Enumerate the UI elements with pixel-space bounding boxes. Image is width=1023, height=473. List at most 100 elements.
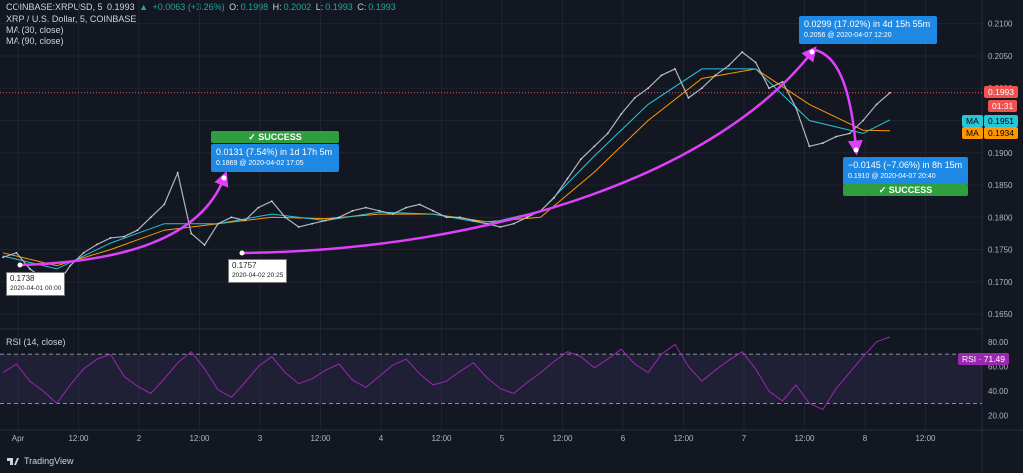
ma90-tag-value: 0.1934 [984, 127, 1018, 139]
price-point [419, 203, 421, 205]
price-series-line[interactable] [3, 52, 890, 285]
anchor-label-1[interactable]: 0.1738 2020-04-01 00:00 [6, 272, 65, 296]
price-tick-label: 0.1850 [988, 181, 1013, 190]
tradingview-logo-icon [6, 456, 20, 466]
price-point [392, 213, 394, 215]
time-tick-label: 12:00 [673, 434, 694, 443]
time-tick-label: Apr [12, 434, 25, 443]
price-point [217, 223, 219, 225]
price-point [701, 87, 703, 89]
anchor-label-2-price: 0.1757 [232, 261, 283, 271]
price-tick-label: 0.1750 [988, 246, 1013, 255]
ma30-line[interactable] [3, 69, 890, 269]
price-point [620, 113, 622, 115]
price-tick-label: 0.1800 [988, 213, 1013, 222]
price-point [365, 207, 367, 209]
price-point [150, 216, 152, 218]
price-point [661, 74, 663, 76]
rsi-tick-label: 20.00 [988, 412, 1009, 421]
price-point [257, 207, 259, 209]
price-point [231, 216, 233, 218]
anchor-point-1[interactable] [18, 263, 23, 268]
target-point-1[interactable] [222, 176, 227, 181]
price-point [889, 92, 891, 94]
anchor-label-2[interactable]: 0.1757 2020-04-02 20:25 [228, 259, 287, 283]
projection-box-3[interactable]: −0.0145 (−7.06%) in 8h 15m 0.1910 @ 2020… [843, 157, 968, 185]
rsi-tick-label: 80.00 [988, 338, 1009, 347]
price-tick-label: 0.1900 [988, 149, 1013, 158]
price-point [607, 132, 609, 134]
rsi-legend[interactable]: RSI (14, close) [6, 337, 66, 347]
price-point [567, 178, 569, 180]
anchor-label-1-date: 2020-04-01 00:00 [10, 284, 61, 294]
time-tick-label: 2 [137, 434, 142, 443]
price-point [123, 236, 125, 238]
time-tick-label: 12:00 [794, 434, 815, 443]
rsi-tick-label: 40.00 [988, 387, 1009, 396]
price-point [714, 74, 716, 76]
price-point [808, 145, 810, 147]
price-point [405, 207, 407, 209]
price-point [674, 68, 676, 70]
projection-box-2[interactable]: 0.0299 (17.02%) in 4d 15h 55m 0.2056 @ 2… [799, 16, 937, 44]
price-point [835, 136, 837, 138]
tradingview-brand[interactable]: TradingView [6, 456, 74, 466]
time-tick-label: 6 [621, 434, 626, 443]
price-point [136, 229, 138, 231]
price-tick-label: 0.1650 [988, 310, 1013, 319]
price-point [16, 252, 18, 254]
price-point [634, 97, 636, 99]
price-point [163, 203, 165, 205]
success-badge-1: ✓ SUCCESS [211, 131, 339, 143]
price-point [96, 243, 98, 245]
price-point [284, 216, 286, 218]
price-point [553, 197, 555, 199]
time-tick-label: 12:00 [431, 434, 452, 443]
projection-box-2-sub: 0.2056 @ 2020-04-07 12:20 [804, 30, 932, 42]
price-point [204, 244, 206, 246]
rsi-band [0, 354, 982, 403]
last-price-tag: 0.1993 [984, 86, 1018, 98]
price-point [446, 216, 448, 218]
price-point [472, 220, 474, 222]
price-point [83, 252, 85, 254]
price-point [862, 120, 864, 122]
price-point [849, 132, 851, 134]
price-point [311, 223, 313, 225]
projection-box-1-main: 0.0131 (7.54%) in 1d 17h 5m [216, 146, 334, 158]
price-point [728, 65, 730, 67]
rsi-value-tag: RSI · 71.49 [958, 353, 1009, 365]
target-point-3[interactable] [854, 148, 859, 153]
price-point [110, 237, 112, 239]
ma90-line[interactable] [3, 69, 890, 266]
anchor-point-2[interactable] [240, 251, 245, 256]
price-point [69, 265, 71, 267]
projection-box-1[interactable]: 0.0131 (7.54%) in 1d 17h 5m 0.1869 @ 202… [211, 144, 339, 172]
price-point [688, 97, 690, 99]
ma30-tag-label: MA [962, 115, 983, 127]
ma90-tag-label: MA [962, 127, 983, 139]
price-tick-label: 0.2100 [988, 20, 1013, 29]
time-tick-label: 12:00 [915, 434, 936, 443]
price-point [741, 51, 743, 53]
target-point-2[interactable] [810, 50, 815, 55]
price-point [432, 210, 434, 212]
projection-box-2-main: 0.0299 (17.02%) in 4d 15h 55m [804, 18, 932, 30]
price-tick-label: 0.1700 [988, 278, 1013, 287]
price-point [647, 87, 649, 89]
price-point [755, 62, 757, 64]
price-point [352, 210, 354, 212]
price-point [768, 87, 770, 89]
price-point [244, 220, 246, 222]
price-point [298, 226, 300, 228]
price-point [593, 145, 595, 147]
time-tick-label: 12:00 [552, 434, 573, 443]
success-badge-3: ✓ SUCCESS [843, 184, 968, 196]
brand-label: TradingView [24, 456, 74, 466]
price-point [29, 268, 31, 270]
projection-arc-1[interactable] [20, 178, 224, 265]
time-tick-label: 8 [863, 434, 868, 443]
price-point [526, 216, 528, 218]
price-point [459, 216, 461, 218]
